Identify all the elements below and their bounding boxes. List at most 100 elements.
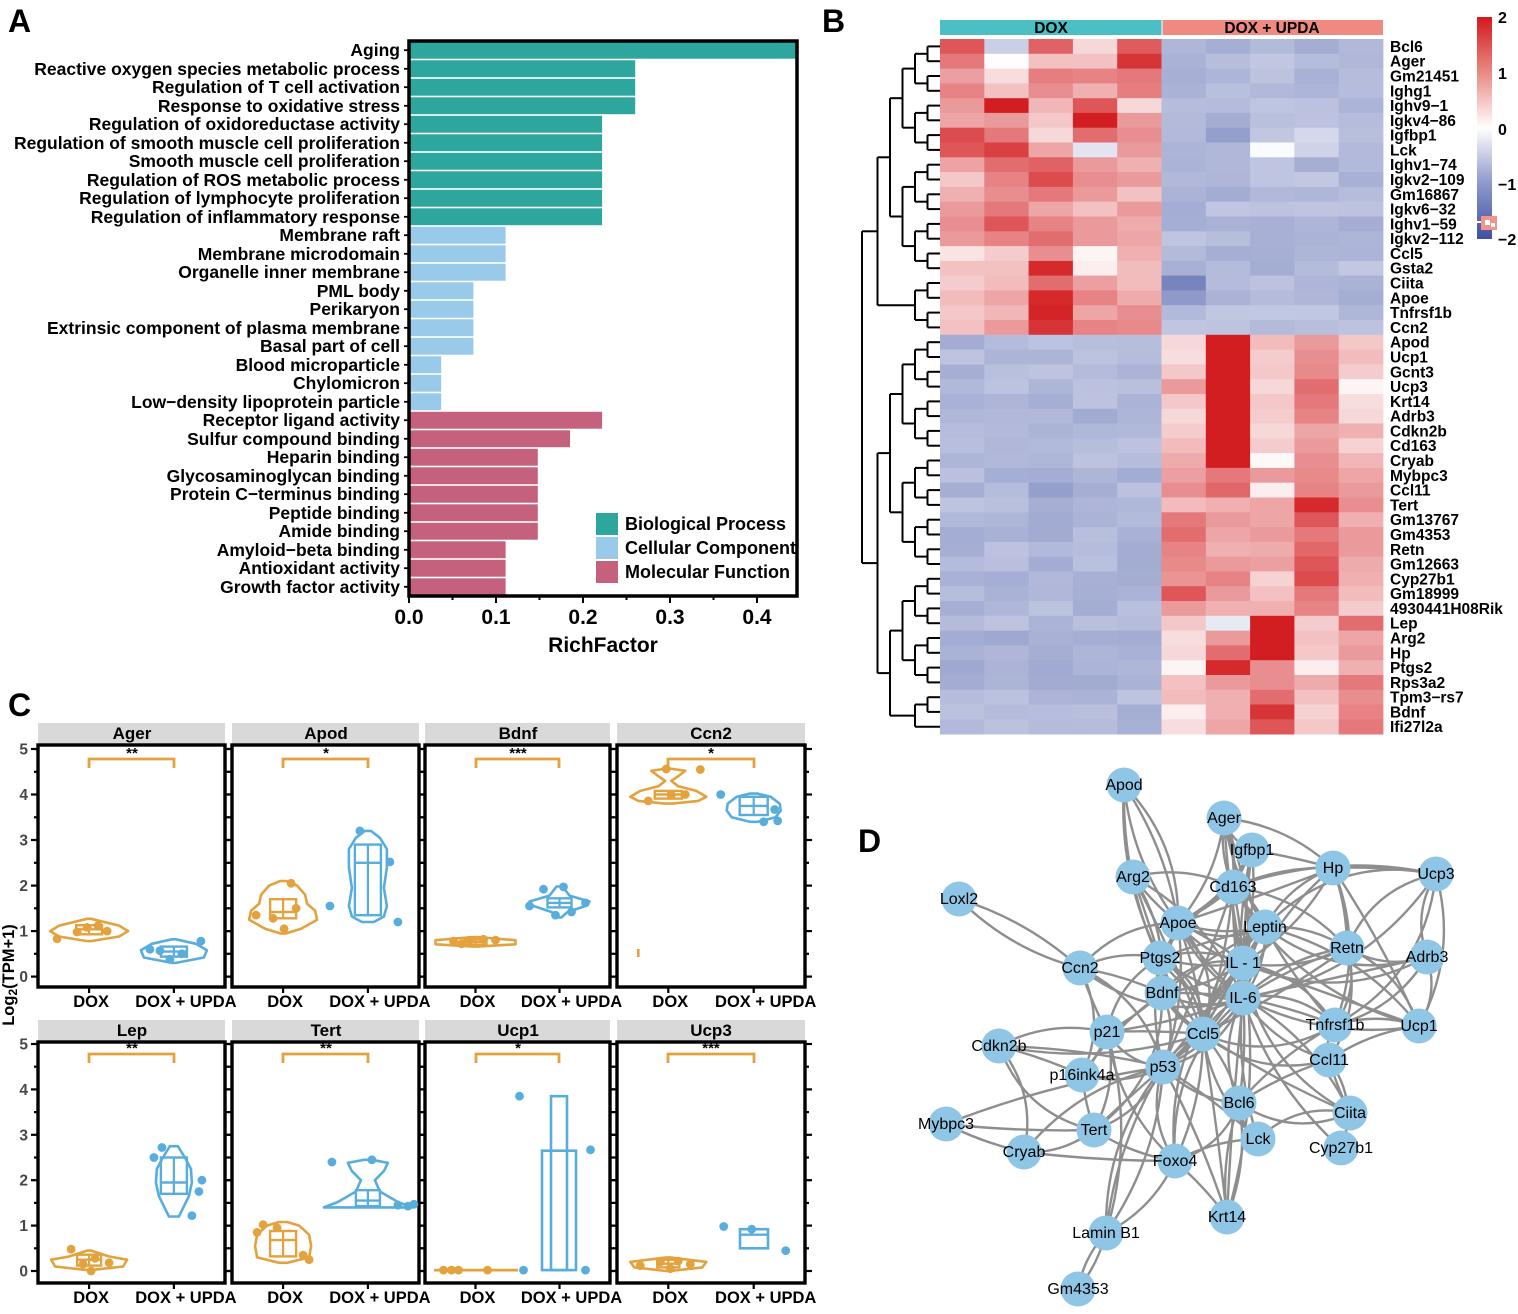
svg-text:Cryab: Cryab bbox=[1390, 453, 1434, 470]
svg-text:Ccl5: Ccl5 bbox=[1390, 246, 1423, 263]
svg-text:DOX: DOX bbox=[652, 993, 688, 1011]
svg-text:Ccn2: Ccn2 bbox=[1390, 320, 1428, 337]
svg-text:DOX + UPDA: DOX + UPDA bbox=[135, 993, 236, 1011]
svg-text:Cd163: Cd163 bbox=[1390, 438, 1437, 455]
svg-text:Bcl6: Bcl6 bbox=[1223, 1095, 1254, 1112]
svg-text:Molecular Function: Molecular Function bbox=[625, 562, 790, 582]
svg-text:Cyp27b1: Cyp27b1 bbox=[1309, 1140, 1373, 1157]
svg-text:Ucp1: Ucp1 bbox=[1390, 350, 1428, 367]
svg-text:DOX + UPDA: DOX + UPDA bbox=[1224, 20, 1319, 37]
svg-text:Antioxidant activity: Antioxidant activity bbox=[239, 558, 401, 578]
svg-text:Ifi27l2a: Ifi27l2a bbox=[1390, 719, 1443, 736]
svg-text:0.1: 0.1 bbox=[481, 606, 511, 629]
svg-text:Lck: Lck bbox=[1390, 142, 1417, 159]
svg-text:Growth factor activity: Growth factor activity bbox=[220, 577, 400, 597]
svg-text:Ptgs2: Ptgs2 bbox=[1140, 950, 1181, 967]
svg-text:Gsta2: Gsta2 bbox=[1390, 261, 1433, 278]
svg-text:Organelle inner membrane: Organelle inner membrane bbox=[178, 262, 400, 282]
svg-text:Tert: Tert bbox=[1390, 497, 1418, 514]
svg-text:Regulation of lymphocyte proli: Regulation of lymphocyte proliferation bbox=[79, 188, 400, 208]
svg-text:Ciita: Ciita bbox=[1334, 1105, 1366, 1122]
svg-text:Membrane microdomain: Membrane microdomain bbox=[198, 244, 400, 264]
svg-text:Reactive oxygen species metabo: Reactive oxygen species metabolic proces… bbox=[34, 59, 400, 79]
svg-text:Gcnt3: Gcnt3 bbox=[1390, 364, 1434, 381]
svg-text:**: ** bbox=[126, 745, 138, 762]
svg-text:Ucp3: Ucp3 bbox=[690, 1021, 732, 1040]
svg-text:Foxo4: Foxo4 bbox=[1153, 1153, 1198, 1170]
svg-text:0.0: 0.0 bbox=[394, 606, 423, 629]
svg-text:Apoe: Apoe bbox=[1159, 915, 1196, 932]
svg-text:Igkv4−86: Igkv4−86 bbox=[1390, 113, 1456, 130]
svg-text:Protein C−terminus binding: Protein C−terminus binding bbox=[170, 484, 400, 504]
svg-text:0: 0 bbox=[19, 969, 28, 986]
svg-text:Chylomicron: Chylomicron bbox=[293, 373, 400, 393]
svg-text:p21: p21 bbox=[1094, 1024, 1121, 1041]
svg-text:Hp: Hp bbox=[1390, 645, 1411, 662]
svg-text:Tnfrsf1b: Tnfrsf1b bbox=[1306, 1017, 1365, 1034]
svg-text:Low−density lipoprotein partic: Low−density lipoprotein particle bbox=[131, 392, 400, 412]
svg-text:Gm18999: Gm18999 bbox=[1390, 586, 1459, 603]
svg-text:DOX + UPDA: DOX + UPDA bbox=[135, 1289, 236, 1307]
svg-text:*: * bbox=[708, 745, 714, 762]
svg-text:1: 1 bbox=[1498, 66, 1507, 83]
svg-text:Glycosaminoglycan binding: Glycosaminoglycan binding bbox=[167, 466, 400, 486]
svg-text:Tert: Tert bbox=[311, 1021, 342, 1040]
svg-text:Extrinsic component of plasma: Extrinsic component of plasma membrane bbox=[47, 318, 400, 338]
svg-text:Lck: Lck bbox=[1246, 1131, 1272, 1148]
svg-text:Gm12663: Gm12663 bbox=[1390, 557, 1459, 574]
svg-text:Cdkn2b: Cdkn2b bbox=[971, 1038, 1026, 1055]
svg-text:Regulation of smooth muscle ce: Regulation of smooth muscle cell prolife… bbox=[14, 133, 400, 153]
svg-text:Igfbp1: Igfbp1 bbox=[1390, 128, 1437, 145]
svg-text:DOX + UPDA: DOX + UPDA bbox=[521, 1289, 622, 1307]
svg-text:DOX + UPDA: DOX + UPDA bbox=[329, 1289, 430, 1307]
svg-text:Regulation of T cell activatio: Regulation of T cell activation bbox=[152, 77, 400, 97]
svg-text:Regulation of ROS metabolic pr: Regulation of ROS metabolic process bbox=[87, 170, 400, 190]
svg-text:3: 3 bbox=[19, 1127, 28, 1144]
svg-text:Bdnf: Bdnf bbox=[1146, 985, 1179, 1002]
svg-text:Ager: Ager bbox=[1207, 810, 1241, 827]
svg-text:Krt14: Krt14 bbox=[1390, 394, 1430, 411]
svg-text:0.4: 0.4 bbox=[742, 606, 772, 629]
svg-text:0: 0 bbox=[1498, 122, 1507, 139]
svg-text:2: 2 bbox=[19, 878, 28, 895]
svg-text:Ucp1: Ucp1 bbox=[1400, 1018, 1437, 1035]
svg-text:Gm16867: Gm16867 bbox=[1390, 187, 1459, 204]
svg-text:Gm4353: Gm4353 bbox=[1047, 1281, 1108, 1298]
svg-text:Ciita: Ciita bbox=[1390, 276, 1424, 293]
svg-text:IL - 1: IL - 1 bbox=[1225, 955, 1261, 972]
svg-text:Ighv1−59: Ighv1−59 bbox=[1390, 216, 1457, 233]
svg-text:Cdkn2b: Cdkn2b bbox=[1390, 423, 1447, 440]
svg-text:Peptide binding: Peptide binding bbox=[269, 503, 400, 523]
svg-text:Tpm3−rs7: Tpm3−rs7 bbox=[1390, 690, 1464, 707]
svg-text:p16ink4a: p16ink4a bbox=[1050, 1067, 1115, 1084]
svg-text:0: 0 bbox=[19, 1264, 28, 1281]
svg-text:Ighg1: Ighg1 bbox=[1390, 83, 1432, 100]
svg-text:Ccn2: Ccn2 bbox=[690, 724, 732, 743]
svg-text:Igkv2−112: Igkv2−112 bbox=[1390, 231, 1464, 248]
svg-text:DOX + UPDA: DOX + UPDA bbox=[521, 993, 622, 1011]
svg-text:−1: −1 bbox=[1498, 177, 1516, 194]
svg-text:**: ** bbox=[320, 1040, 332, 1057]
svg-text:B: B bbox=[822, 3, 845, 39]
svg-text:4: 4 bbox=[19, 1082, 28, 1099]
svg-text:Regulation of oxidoreductase a: Regulation of oxidoreductase activity bbox=[89, 114, 400, 134]
svg-text:RichFactor: RichFactor bbox=[548, 634, 658, 657]
svg-text:Ager: Ager bbox=[1390, 54, 1425, 71]
svg-text:D: D bbox=[858, 823, 881, 859]
svg-text:Ccl11: Ccl11 bbox=[1390, 483, 1431, 500]
svg-text:DOX: DOX bbox=[267, 1289, 303, 1307]
svg-text:Response to oxidative stress: Response to oxidative stress bbox=[158, 96, 400, 116]
svg-text:Ccl11: Ccl11 bbox=[1309, 1052, 1349, 1069]
svg-text:Cd163: Cd163 bbox=[1209, 879, 1256, 896]
svg-text:Log2(TPM+1): Log2(TPM+1) bbox=[0, 924, 20, 1026]
svg-text:2: 2 bbox=[19, 1173, 28, 1190]
svg-text:1: 1 bbox=[19, 924, 28, 941]
svg-text:Apod: Apod bbox=[1390, 335, 1430, 352]
svg-text:Amyloid−beta binding: Amyloid−beta binding bbox=[217, 540, 400, 560]
svg-text:*: * bbox=[323, 745, 329, 762]
svg-text:Hp: Hp bbox=[1323, 860, 1344, 877]
svg-text:Lamin B1: Lamin B1 bbox=[1072, 1225, 1140, 1242]
svg-text:Biological Process: Biological Process bbox=[625, 514, 786, 534]
svg-text:Regulation of inflammatory res: Regulation of inflammatory response bbox=[91, 207, 400, 227]
svg-text:Receptor ligand activity: Receptor ligand activity bbox=[203, 410, 401, 430]
